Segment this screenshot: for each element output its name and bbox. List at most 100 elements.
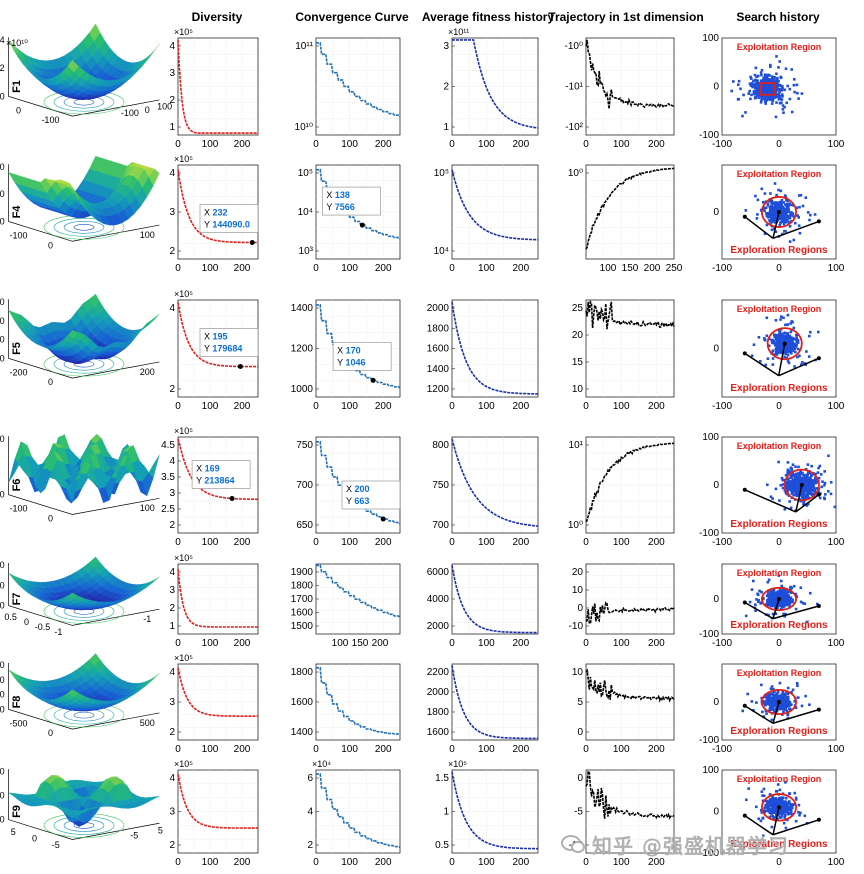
x-tick-label: 0 xyxy=(449,401,455,412)
search-point xyxy=(802,473,806,477)
arrow-head xyxy=(799,483,804,487)
search-point xyxy=(775,79,778,83)
surface-xtick: -0.5 xyxy=(35,622,51,632)
search-point xyxy=(775,341,778,345)
surface-ztick: 800 xyxy=(0,815,5,825)
search-point xyxy=(816,487,819,490)
search-point xyxy=(785,698,789,702)
surface-xtick: 0 xyxy=(24,617,29,627)
search-point xyxy=(754,95,757,99)
datatip-y: Y 213864 xyxy=(196,476,234,486)
search-point xyxy=(775,696,778,699)
search-point xyxy=(807,479,811,483)
search-point xyxy=(771,602,775,605)
y-tick-label: 1000 xyxy=(291,384,314,395)
surface-axes xyxy=(8,37,160,117)
search-point xyxy=(774,115,778,119)
search-point xyxy=(786,210,790,213)
search-point xyxy=(801,204,805,208)
surface-axes xyxy=(8,436,160,515)
y-tick-label: 2 xyxy=(169,246,175,257)
search-point xyxy=(812,485,815,488)
y-tick-label: 25 xyxy=(572,303,584,314)
search-point xyxy=(775,82,779,85)
x-tick-label: 200 xyxy=(234,857,251,868)
search-point xyxy=(805,350,808,353)
search-point xyxy=(781,214,784,218)
search-point xyxy=(783,693,786,697)
search-point xyxy=(772,588,776,592)
search-point xyxy=(749,97,752,101)
search-point xyxy=(781,232,784,236)
search-point xyxy=(768,703,772,707)
search-point xyxy=(770,692,774,695)
search-point xyxy=(784,344,787,348)
search-point xyxy=(797,465,800,469)
y-tick-label: 1400 xyxy=(291,727,314,738)
search-point xyxy=(810,480,813,483)
search-point xyxy=(807,470,810,474)
search-point xyxy=(759,819,763,823)
search-point xyxy=(799,600,803,604)
surface-ztick: 1000 xyxy=(0,791,5,801)
search-point xyxy=(764,102,767,105)
search-point xyxy=(786,215,789,219)
search-point xyxy=(788,800,791,803)
search-point xyxy=(781,796,785,799)
search-point xyxy=(794,592,798,596)
search-point xyxy=(755,83,758,87)
search-point xyxy=(767,344,771,347)
search-point xyxy=(757,92,761,95)
search-point xyxy=(764,100,767,104)
search-point xyxy=(769,687,773,690)
search-point xyxy=(755,217,759,220)
search-point xyxy=(779,189,783,193)
search-point xyxy=(793,337,797,341)
y-tick-label: 1700 xyxy=(291,594,314,605)
search-point xyxy=(770,199,774,202)
y-tick-label: 3 xyxy=(169,207,175,218)
column-title-1: Diversity xyxy=(192,10,243,24)
datatip-x: X 200 xyxy=(346,484,370,494)
search-point xyxy=(793,487,797,491)
datatip-x-value: 169 xyxy=(205,464,220,474)
y-tick-label: 2000 xyxy=(427,303,450,314)
arrow-head xyxy=(777,597,781,601)
y-tick-label: 1800 xyxy=(291,667,314,678)
search-point xyxy=(786,348,790,352)
search-point xyxy=(779,341,782,344)
search-point xyxy=(776,202,780,206)
search-point xyxy=(776,606,779,610)
search-point xyxy=(760,96,763,99)
datatip-box xyxy=(322,186,381,216)
search-point xyxy=(780,590,783,593)
search-point xyxy=(782,332,785,335)
search-point xyxy=(787,808,791,811)
search-point xyxy=(778,101,782,105)
y-tick-label: 10¹⁰ xyxy=(295,122,313,133)
search-point xyxy=(782,216,786,220)
surface-ytick: 100 xyxy=(140,230,155,240)
y-tick-label: 4 xyxy=(169,303,175,314)
x-tick-label: 100 xyxy=(478,638,495,649)
search-point xyxy=(796,91,799,95)
search-point xyxy=(811,488,814,492)
search-point xyxy=(762,88,766,91)
search-point xyxy=(765,804,768,808)
search-point xyxy=(769,87,773,90)
y-tick-label: 1800 xyxy=(427,323,450,334)
search-point xyxy=(798,205,801,209)
search-point xyxy=(765,80,768,84)
surface-ztick: 1200 xyxy=(0,767,5,777)
search-point xyxy=(748,600,752,604)
y-tick-label: 1600 xyxy=(427,727,450,738)
search-point xyxy=(769,593,773,597)
search-point xyxy=(794,493,798,497)
search-point xyxy=(827,454,830,458)
search-point xyxy=(785,210,788,213)
exploration-arrow xyxy=(795,493,820,513)
y-tick-label: 1800 xyxy=(427,707,450,718)
surface-face xyxy=(67,185,79,200)
